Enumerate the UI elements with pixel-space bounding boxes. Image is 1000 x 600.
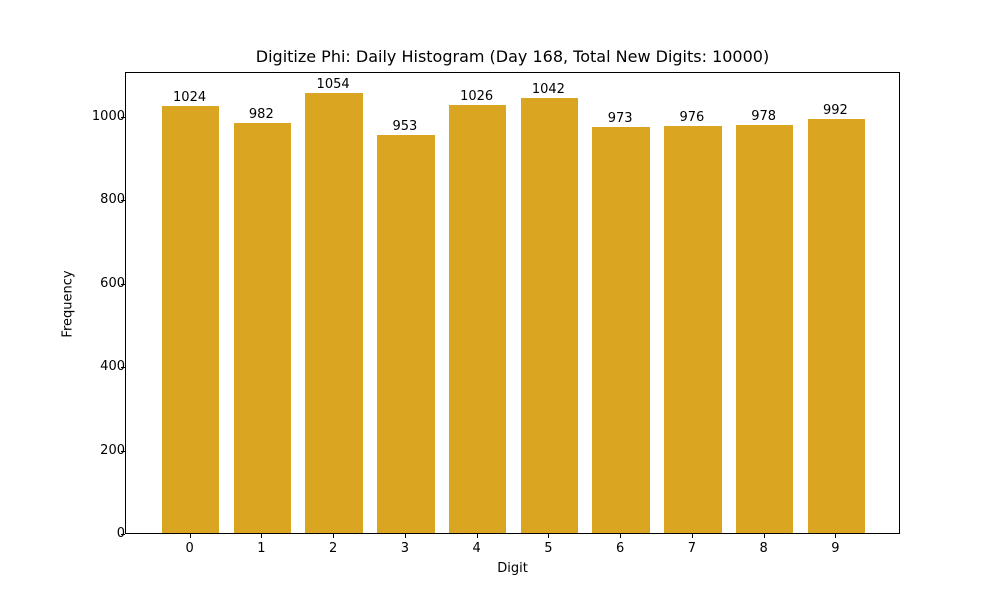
y-tick-label: 0	[117, 526, 125, 541]
chart-title: Digitize Phi: Daily Histogram (Day 168, …	[255, 47, 770, 66]
bar-digit-0	[161, 105, 220, 533]
x-tick-mark	[763, 534, 765, 538]
bar-digit-9	[807, 119, 866, 533]
y-tick-mark	[121, 450, 125, 452]
x-tick-label: 7	[687, 541, 697, 556]
y-tick-label: 1000	[91, 108, 125, 124]
plot-area	[125, 72, 900, 534]
bar-digit-7	[664, 125, 722, 533]
y-tick-label: 200	[100, 442, 125, 458]
bar-digit-8	[735, 124, 794, 533]
bar-digit-4	[448, 104, 507, 533]
x-tick-label: 1	[257, 541, 266, 556]
x-tick-mark	[691, 534, 693, 538]
bar-value-label: 1054	[316, 77, 350, 93]
x-tick-label: 6	[615, 541, 625, 556]
x-tick-mark	[476, 534, 478, 538]
y-tick-label: 600	[100, 275, 125, 291]
x-tick-mark	[189, 534, 191, 538]
bar-value-label: 953	[392, 119, 418, 135]
x-tick-label: 8	[759, 541, 768, 556]
x-tick-label: 9	[831, 541, 840, 556]
bar-digit-1	[233, 123, 292, 533]
x-tick-label: 5	[544, 541, 553, 556]
x-tick-label: 3	[400, 541, 409, 556]
y-tick-label: 800	[100, 192, 125, 208]
x-tick-mark	[548, 534, 550, 538]
x-tick-mark	[333, 534, 335, 538]
bar-digit-2	[305, 93, 363, 533]
bar-value-label: 976	[679, 109, 705, 125]
x-tick-label: 0	[185, 541, 194, 556]
bar-value-label: 978	[751, 108, 777, 124]
bar-digit-6	[592, 126, 650, 533]
y-tick-mark	[121, 534, 125, 535]
y-tick-label: 400	[100, 359, 125, 375]
bar-value-label: 1042	[531, 82, 565, 98]
x-tick-label: 4	[472, 541, 481, 556]
bar-digit-5	[520, 98, 579, 533]
x-tick-mark	[404, 534, 406, 538]
bar-value-label: 982	[248, 107, 274, 123]
x-tick-label: 2	[328, 541, 338, 556]
x-axis-label: Digit	[497, 561, 528, 576]
y-tick-mark	[121, 367, 125, 369]
bar-value-label: 992	[822, 102, 848, 118]
x-tick-mark	[835, 534, 837, 538]
bar-value-label: 1026	[460, 88, 494, 104]
y-tick-mark	[121, 200, 125, 202]
x-tick-mark	[620, 534, 622, 538]
y-tick-mark	[121, 283, 125, 285]
bar-value-label: 1024	[173, 89, 207, 105]
y-axis-label: Frequency	[60, 270, 76, 338]
bar-digit-3	[377, 135, 435, 533]
y-tick-mark	[121, 116, 125, 118]
x-tick-mark	[261, 534, 263, 538]
bar-value-label: 973	[607, 110, 633, 126]
